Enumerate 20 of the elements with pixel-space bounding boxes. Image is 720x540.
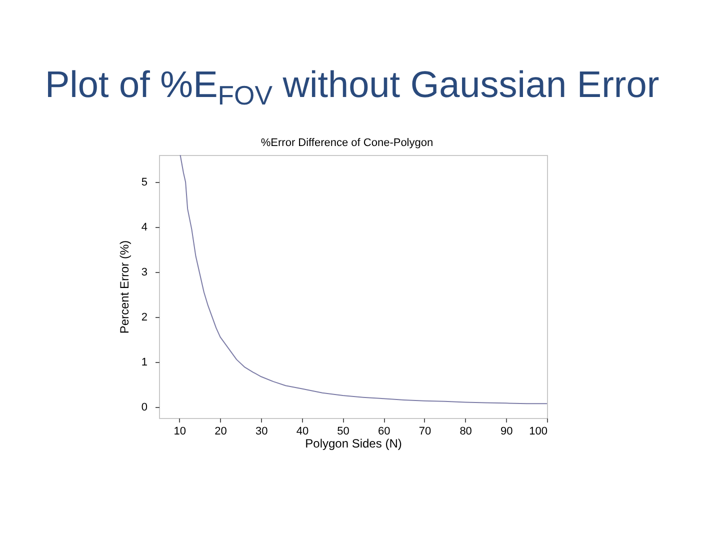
x-tick-label: 50 bbox=[337, 426, 350, 438]
y-tick-label: 0 bbox=[141, 401, 148, 414]
x-tick-label: 70 bbox=[418, 426, 432, 438]
x-tick-label: 80 bbox=[460, 426, 472, 438]
y-tick-label: 4 bbox=[141, 221, 148, 234]
x-tick-label: 100 bbox=[529, 426, 548, 438]
x-tick-label: 40 bbox=[296, 426, 309, 438]
x-tick-label: 60 bbox=[378, 426, 390, 438]
x-axis-title: Polygon Sides (N) bbox=[305, 436, 402, 450]
y-tick-label: 5 bbox=[141, 176, 148, 188]
y-tick-label: 2 bbox=[141, 311, 148, 324]
x-tick-label: 30 bbox=[255, 426, 268, 438]
y-tick-label: 1 bbox=[141, 356, 148, 368]
line-series bbox=[180, 155, 547, 404]
y-tick-label: 3 bbox=[141, 266, 148, 278]
chart-subtitle: %Error Difference of Cone-Polygon bbox=[260, 137, 434, 149]
x-tick-label: 90 bbox=[500, 426, 513, 438]
y-axis-title: Percent Error (%) bbox=[117, 240, 132, 334]
x-tick-label: 10 bbox=[174, 426, 186, 438]
x-tick-label: 20 bbox=[214, 426, 227, 438]
